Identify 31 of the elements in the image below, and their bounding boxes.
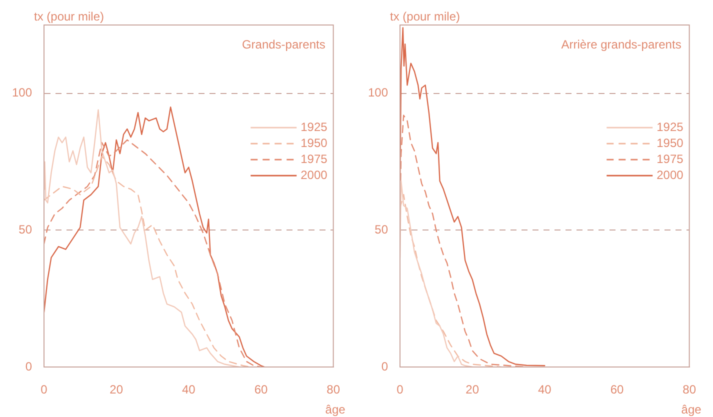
y-tick-label: 0 <box>25 359 32 374</box>
text: Arrière grands-parents <box>561 37 682 52</box>
x-tick-label: 60 <box>254 382 268 397</box>
legend-label: 1950 <box>300 136 328 150</box>
y-tick-label: 0 <box>381 359 388 374</box>
legend-label: 1925 <box>656 120 684 134</box>
text: Grands-parents <box>242 37 326 52</box>
x-tick-label: 40 <box>182 382 196 397</box>
y-axis-title: tx (pour mile) <box>34 9 104 24</box>
legend-label: 2000 <box>300 168 328 182</box>
legend-label: 1925 <box>300 120 328 134</box>
legend-label: 2000 <box>656 168 684 182</box>
x-tick-label: 60 <box>610 382 624 397</box>
x-axis-title: âge <box>325 402 346 416</box>
x-tick-label: 20 <box>110 382 124 397</box>
y-tick-label: 100 <box>12 86 32 100</box>
y-axis-title: tx (pour mile) <box>390 9 460 24</box>
x-tick-label: 20 <box>466 382 480 397</box>
y-tick-label: 100 <box>368 86 388 100</box>
x-tick-label: 0 <box>396 382 404 397</box>
legend-label: 1975 <box>656 152 684 166</box>
x-tick-label: 0 <box>40 382 48 397</box>
x-axis-title: âge <box>681 402 702 416</box>
x-tick-label: 80 <box>326 382 340 397</box>
legend-label: 1975 <box>300 152 328 166</box>
legend-label: 1950 <box>656 136 684 150</box>
x-tick-label: 80 <box>682 382 696 397</box>
line-series <box>400 194 502 367</box>
y-tick-label: 50 <box>18 222 32 237</box>
x-tick-label: 40 <box>538 382 552 397</box>
y-tick-label: 50 <box>374 222 388 237</box>
